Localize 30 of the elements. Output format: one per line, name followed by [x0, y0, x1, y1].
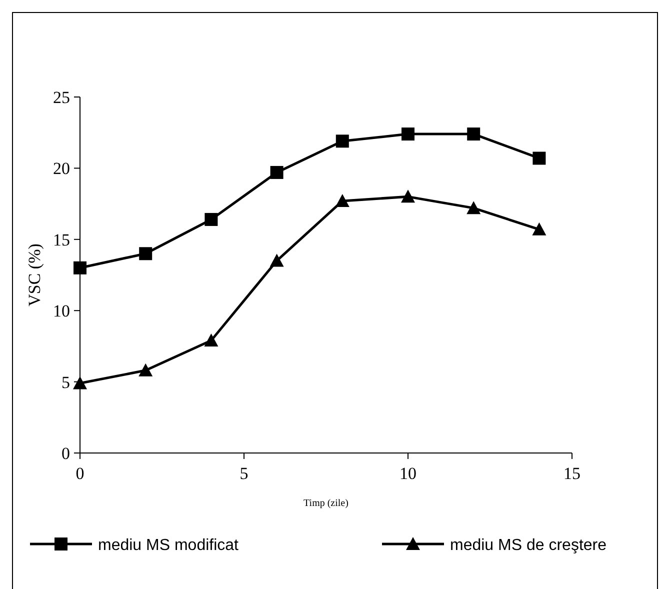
point — [270, 254, 284, 267]
point — [335, 194, 350, 207]
point — [74, 261, 86, 274]
x-tick-label: 0 — [76, 464, 84, 483]
point — [204, 212, 218, 226]
y-tick-label: 10 — [53, 302, 70, 321]
y-tick-label: 25 — [53, 88, 70, 107]
x-axis-title: Timp (zile) — [304, 498, 348, 509]
legend-label: mediu MS de creştere — [450, 537, 607, 554]
point — [139, 247, 152, 260]
point — [532, 152, 546, 165]
point — [401, 190, 415, 203]
point — [270, 166, 284, 179]
y-tick-label: 15 — [53, 230, 70, 250]
x-tick-label: 15 — [564, 464, 580, 483]
y-tick-label: 5 — [62, 372, 70, 392]
point — [138, 363, 153, 376]
legend-label: mediu MS modificat — [98, 537, 240, 554]
point — [402, 128, 414, 141]
point — [467, 128, 480, 141]
point — [336, 134, 349, 148]
point — [73, 376, 87, 390]
point — [466, 201, 481, 214]
y-tick-label: 0 — [62, 444, 70, 463]
point — [204, 334, 218, 347]
point — [532, 222, 546, 236]
x-tick-label: 5 — [240, 464, 248, 483]
y-tick-label: 20 — [53, 159, 70, 178]
x-tick-label: 10 — [400, 464, 416, 483]
y-axis-title: VSC (%) — [25, 244, 44, 306]
